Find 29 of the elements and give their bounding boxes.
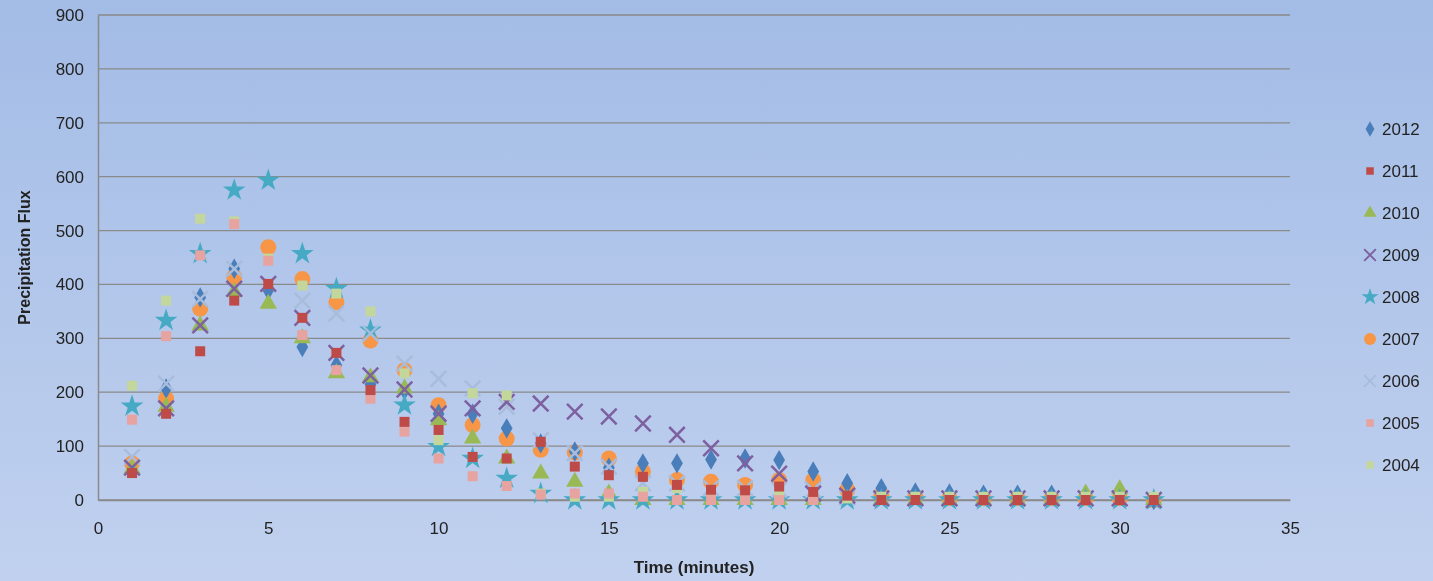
x-tick-label: 15 bbox=[599, 519, 619, 539]
x-tick-label: 5 bbox=[264, 519, 274, 539]
y-tick-label: 200 bbox=[55, 383, 84, 403]
y-axis-title: Precipitation Flux bbox=[16, 190, 33, 325]
y-tick-label: 700 bbox=[55, 113, 84, 133]
y-tick-label: 600 bbox=[55, 167, 84, 187]
legend-label: 2006 bbox=[1382, 372, 1420, 391]
x-axis-title: Time (minutes) bbox=[633, 558, 755, 577]
y-tick-label: 800 bbox=[55, 59, 84, 79]
y-tick-label: 100 bbox=[55, 437, 84, 457]
legend-label: 2005 bbox=[1382, 414, 1420, 433]
legend-label: 2011 bbox=[1382, 162, 1419, 181]
legend-label: 2010 bbox=[1382, 204, 1420, 223]
y-tick-label: 500 bbox=[55, 221, 84, 241]
x-tick-label: 25 bbox=[940, 519, 960, 539]
x-tick-label: 20 bbox=[770, 519, 790, 539]
legend-label: 2008 bbox=[1382, 288, 1420, 307]
x-tick-label: 10 bbox=[429, 519, 449, 539]
y-tick-label: 300 bbox=[55, 329, 84, 349]
legend-label: 2012 bbox=[1382, 120, 1420, 139]
y-tick-label: 900 bbox=[55, 5, 84, 25]
x-tick-label: 30 bbox=[1110, 519, 1130, 539]
y-tick-label: 0 bbox=[74, 490, 84, 510]
x-tick-label: 0 bbox=[93, 519, 104, 539]
x-tick-label: 35 bbox=[1281, 519, 1300, 539]
legend-label: 2007 bbox=[1382, 330, 1420, 349]
y-tick-label: 400 bbox=[55, 275, 84, 295]
legend-label: 2004 bbox=[1382, 456, 1420, 475]
legend-label: 2009 bbox=[1382, 246, 1420, 265]
